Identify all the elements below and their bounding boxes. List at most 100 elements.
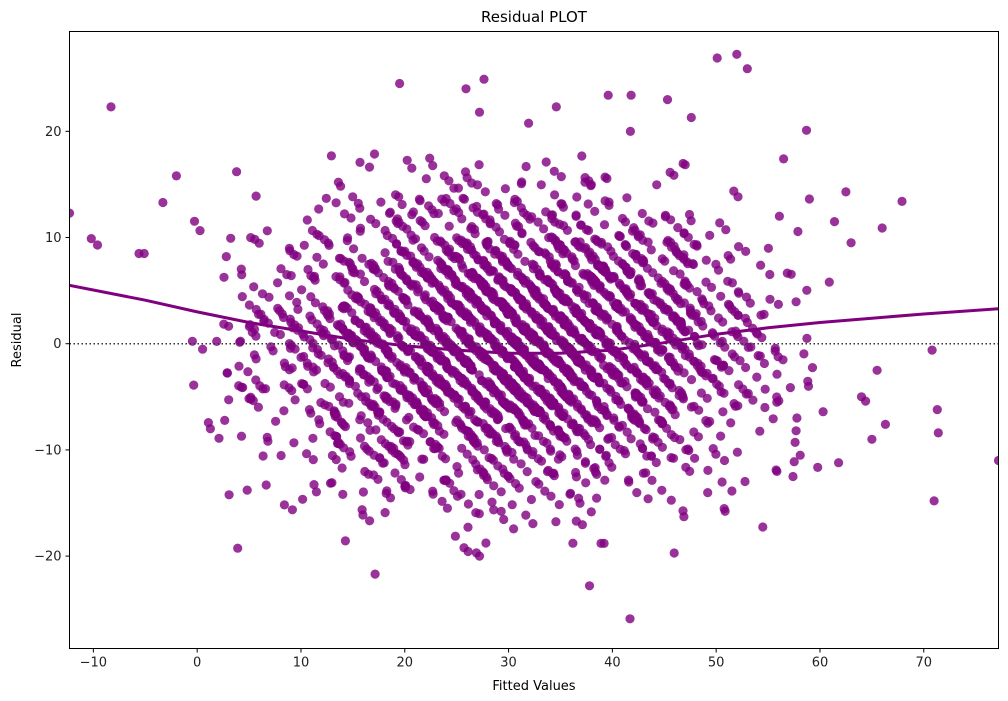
scatter-point xyxy=(718,407,728,417)
scatter-point xyxy=(665,167,675,177)
x-tick-label: 50 xyxy=(708,656,725,671)
scatter-point xyxy=(512,292,522,302)
scatter-point xyxy=(369,450,379,460)
scatter-point xyxy=(395,385,406,395)
scatter-point xyxy=(763,243,774,253)
scatter-point xyxy=(584,341,594,351)
scatter-point xyxy=(745,298,755,308)
scatter-point xyxy=(569,394,579,404)
scatter-point xyxy=(548,426,559,436)
scatter-point xyxy=(468,435,478,446)
scatter-point xyxy=(735,356,745,366)
scatter-point xyxy=(369,470,379,480)
scatter-point xyxy=(595,423,605,433)
scatter-point xyxy=(672,295,682,305)
scatter-point xyxy=(515,437,525,447)
scatter-point xyxy=(713,313,724,323)
scatter-point xyxy=(489,361,499,371)
scatter-point xyxy=(424,201,434,211)
scatter-point xyxy=(600,196,610,206)
scatter-point xyxy=(508,524,519,534)
scatter-point xyxy=(799,349,809,359)
scatter-point xyxy=(536,293,546,303)
scatter-point xyxy=(703,465,713,475)
scatter-point xyxy=(474,327,485,337)
scatter-point xyxy=(400,460,410,470)
scatter-point xyxy=(468,270,478,280)
scatter-point xyxy=(287,505,297,515)
scatter-point xyxy=(594,261,604,271)
scatter-point xyxy=(513,364,523,374)
scatter-point xyxy=(528,519,538,529)
scatter-point xyxy=(561,363,571,373)
scatter-point xyxy=(139,248,149,259)
scatter-point xyxy=(678,394,689,404)
scatter-point xyxy=(622,427,632,437)
scatter-point xyxy=(333,177,343,187)
scatter-point xyxy=(607,462,617,472)
scatter-point xyxy=(733,332,743,342)
scatter-point xyxy=(663,282,673,293)
scatter-point xyxy=(646,310,657,320)
scatter-points xyxy=(69,49,999,624)
scatter-point xyxy=(195,226,205,236)
scatter-point xyxy=(539,224,549,234)
scatter-point xyxy=(534,431,544,441)
scatter-point xyxy=(496,487,506,497)
scatter-point xyxy=(373,268,383,278)
scatter-point xyxy=(287,363,297,373)
scatter-point xyxy=(480,187,490,197)
scatter-point xyxy=(383,393,393,403)
scatter-point xyxy=(877,223,887,233)
scatter-point xyxy=(600,406,610,416)
scatter-point xyxy=(765,269,775,280)
scatter-point xyxy=(290,395,300,405)
scatter-point xyxy=(302,449,312,459)
scatter-point xyxy=(474,489,484,500)
scatter-point xyxy=(706,282,717,292)
scatter-point xyxy=(553,267,563,277)
scatter-point xyxy=(299,351,309,362)
scatter-point xyxy=(536,456,547,466)
scatter-point xyxy=(802,333,812,343)
scatter-point xyxy=(711,259,721,269)
scatter-point xyxy=(578,289,588,299)
scatter-point xyxy=(357,505,367,515)
scatter-point xyxy=(468,455,478,465)
scatter-point xyxy=(493,436,503,446)
scatter-point xyxy=(550,400,560,410)
scatter-point xyxy=(457,443,467,453)
scatter-point xyxy=(458,377,468,387)
scatter-point xyxy=(397,199,407,210)
scatter-point xyxy=(571,210,581,220)
scatter-point xyxy=(549,166,559,176)
scatter-point xyxy=(490,246,500,256)
scatter-point xyxy=(785,383,796,393)
scatter-point xyxy=(422,267,432,277)
scatter-point xyxy=(648,361,658,371)
scatter-point xyxy=(224,490,234,500)
scatter-point xyxy=(337,463,347,473)
scatter-point xyxy=(420,412,430,422)
scatter-point xyxy=(394,217,404,227)
scatter-point xyxy=(614,396,624,406)
scatter-point xyxy=(586,507,596,517)
scatter-point xyxy=(531,313,541,323)
scatter-point xyxy=(637,208,647,219)
scatter-point xyxy=(484,287,495,297)
scatter-point xyxy=(232,167,242,177)
scatter-point xyxy=(706,306,716,316)
scatter-point xyxy=(324,354,334,364)
scatter-point xyxy=(626,434,636,444)
scatter-point xyxy=(541,157,551,167)
scatter-point xyxy=(793,226,803,237)
scatter-point xyxy=(220,415,230,425)
scatter-point xyxy=(791,297,801,307)
scatter-point xyxy=(383,256,393,266)
scatter-point xyxy=(662,95,673,105)
scatter-point xyxy=(674,385,684,396)
scatter-point xyxy=(602,313,613,323)
x-tick-label: 20 xyxy=(396,656,413,671)
scatter-point xyxy=(632,391,643,402)
scatter-point xyxy=(802,285,812,295)
